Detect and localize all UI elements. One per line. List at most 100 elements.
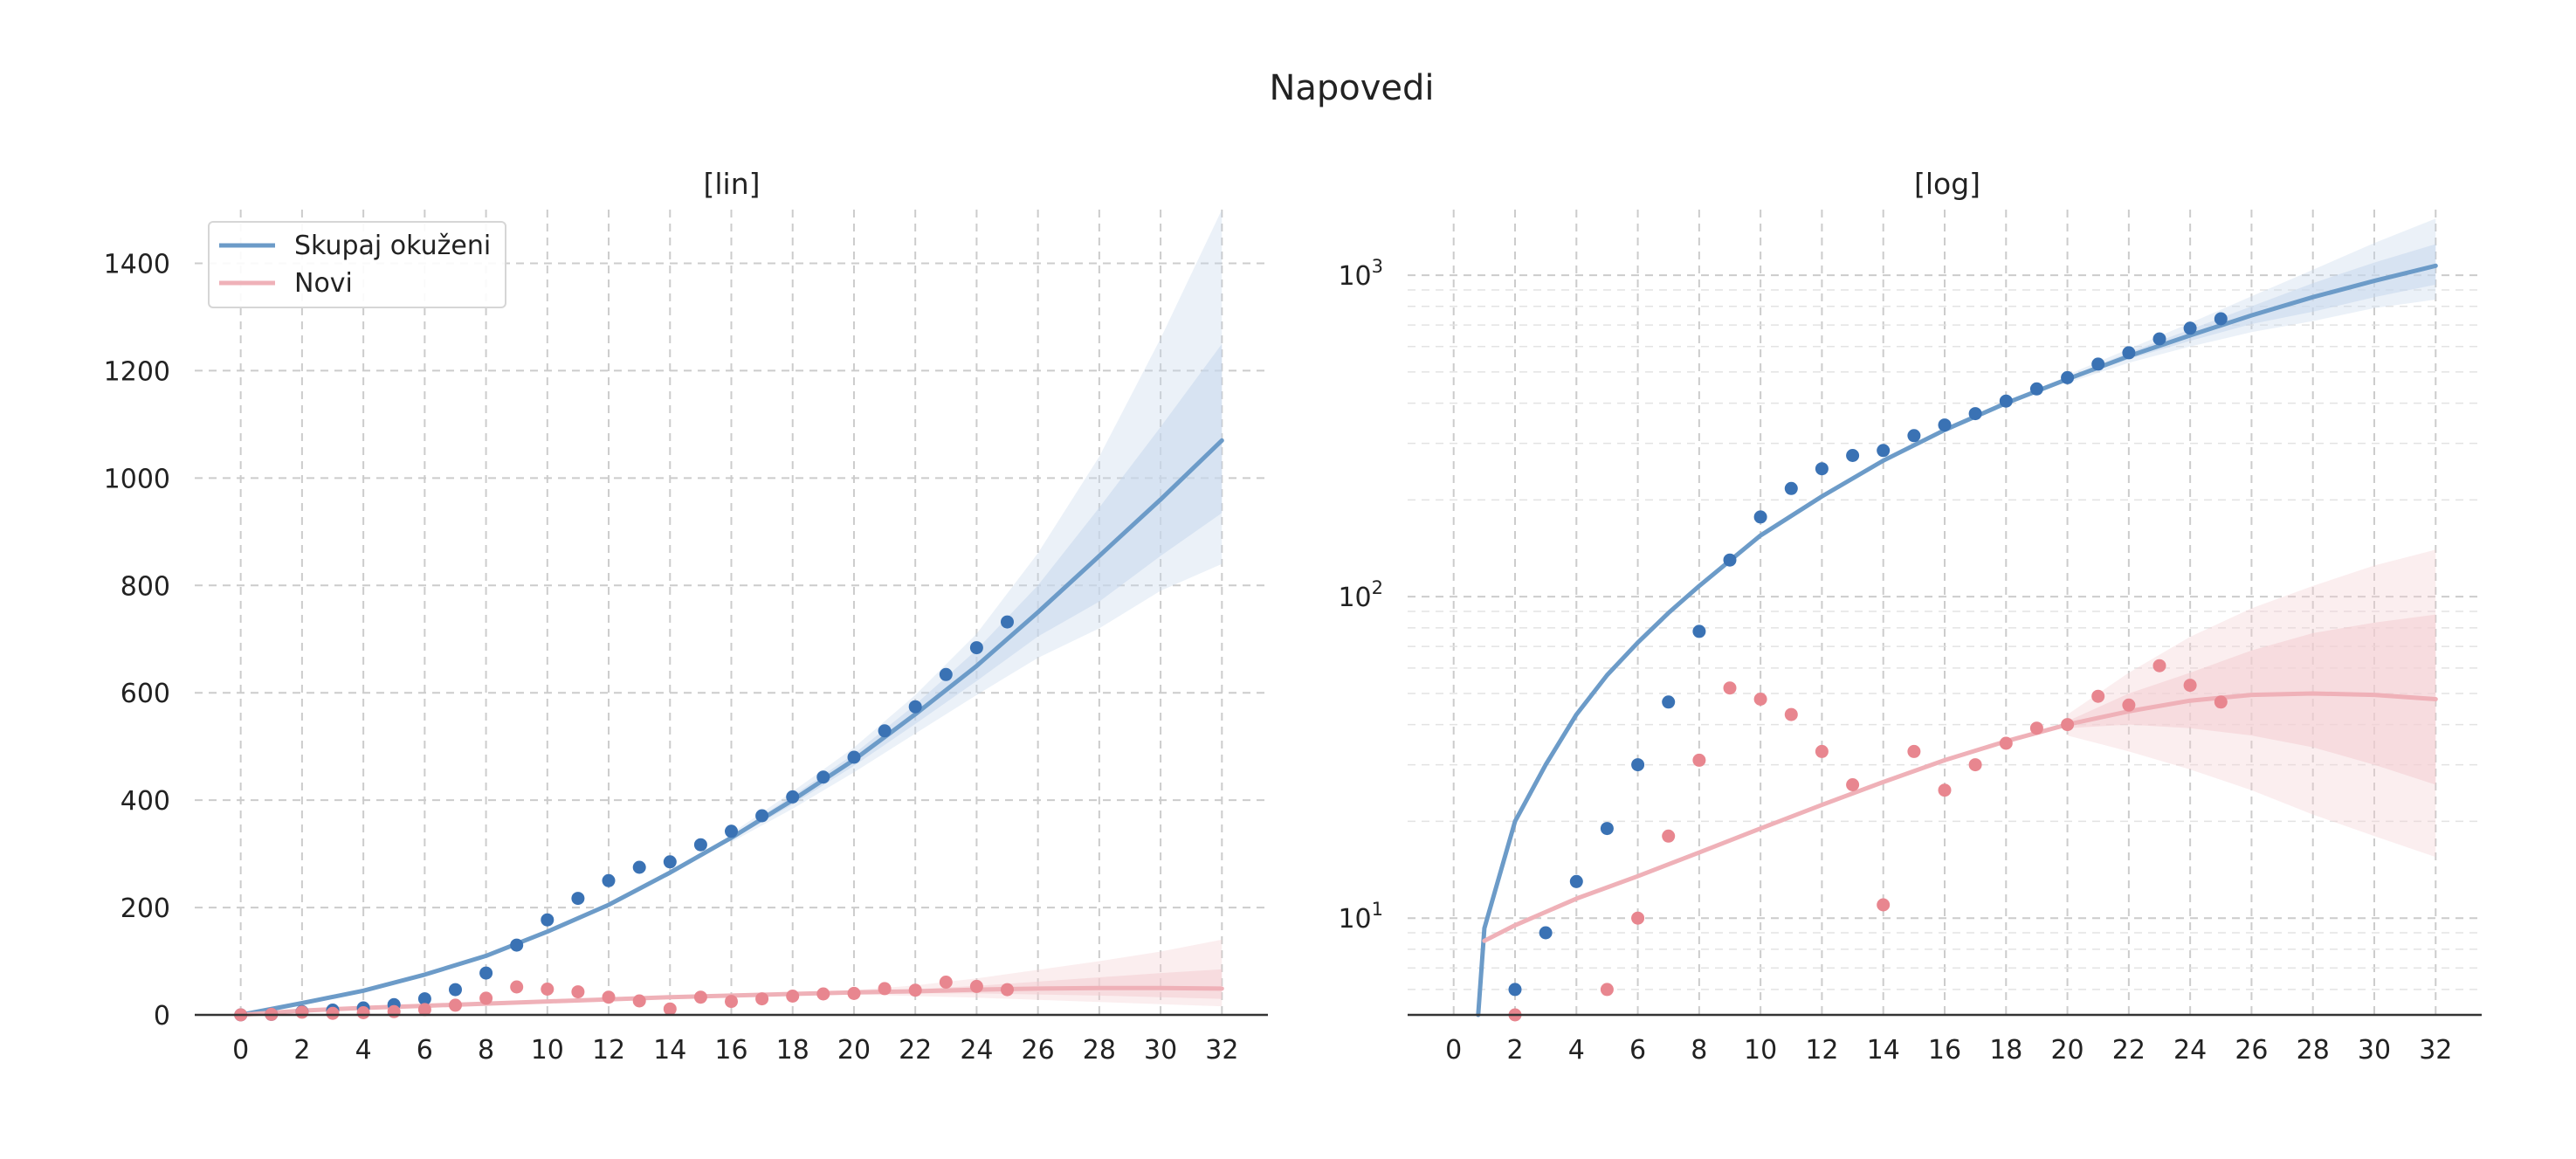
log-total-point <box>1662 695 1676 709</box>
lin-x-tick-label: 2 <box>293 1035 310 1066</box>
lin-x-tick-label: 24 <box>960 1035 993 1066</box>
linear-panel-title: [lin] <box>703 167 760 201</box>
log-total-point <box>1999 394 2013 408</box>
log-x-tick-label: 26 <box>2235 1035 2268 1066</box>
lin-total-point <box>755 809 769 823</box>
lin-y-tick-label: 600 <box>121 679 170 709</box>
legend-box <box>208 221 506 308</box>
log-new-point <box>1631 911 1645 925</box>
lin-new-point <box>510 980 524 994</box>
log-y-tick-label: 103 <box>1338 256 1383 292</box>
log-new-point <box>1723 681 1737 695</box>
lin-total-point <box>417 992 431 1006</box>
lin-new-point <box>479 991 493 1005</box>
log-x-tick-label: 16 <box>1928 1035 1961 1066</box>
legend: Skupaj okuženi Novi <box>208 221 506 308</box>
log-total-point <box>2214 312 2228 326</box>
log-new-point <box>2183 679 2197 693</box>
log-new-point <box>1846 778 1860 791</box>
log-new-point <box>2091 689 2105 703</box>
log-total-point <box>1723 553 1737 567</box>
lin-y-tick-label: 200 <box>121 893 170 924</box>
lin-new-point <box>541 983 554 996</box>
log-new-point <box>2061 718 2075 732</box>
log-new-point <box>2029 721 2043 735</box>
log-x-tick-label: 28 <box>2297 1035 2330 1066</box>
lin-x-tick-label: 26 <box>1022 1035 1055 1066</box>
lin-new-point <box>417 1003 431 1017</box>
lin-new-point <box>786 990 800 1003</box>
log-x-tick-label: 24 <box>2173 1035 2207 1066</box>
log-total-point <box>1753 510 1767 524</box>
lin-new-point <box>571 985 585 999</box>
log-new-point <box>1968 758 1982 772</box>
lin-new-point <box>663 1002 677 1016</box>
log-x-tick-label: 20 <box>2050 1035 2084 1066</box>
lin-new-point <box>878 982 892 996</box>
log-new-inner-band <box>2067 614 2436 785</box>
lin-y-tick-label: 400 <box>121 786 170 817</box>
log-new-point <box>1662 829 1676 843</box>
lin-x-tick-label: 18 <box>776 1035 809 1066</box>
log-new-point <box>2152 659 2166 673</box>
lin-new-point <box>908 983 922 997</box>
lin-new-point <box>1001 983 1014 997</box>
lin-new-point <box>295 1005 309 1019</box>
log-x-tick-label: 6 <box>1629 1035 1646 1066</box>
lin-new-point <box>387 1004 401 1018</box>
log-new-point <box>1692 753 1706 767</box>
lin-total-point <box>632 860 646 874</box>
lin-x-tick-label: 30 <box>1144 1035 1177 1066</box>
lin-x-tick-label: 20 <box>837 1035 871 1066</box>
log-total-point <box>1846 449 1860 462</box>
log-x-tick-label: 0 <box>1445 1035 1462 1066</box>
lin-total-point <box>908 700 922 714</box>
log-total-point <box>2029 382 2043 396</box>
log-new-fit-line <box>1482 691 2438 943</box>
log-total-point <box>2091 357 2105 371</box>
lin-new-point <box>602 990 616 1004</box>
log-total-point <box>2061 370 2075 384</box>
figure-title: Napovedi <box>1269 68 1434 108</box>
log-x-tick-label: 8 <box>1691 1035 1707 1066</box>
lin-total-point <box>969 641 983 655</box>
lin-new-point <box>632 994 646 1008</box>
log-panel-title: [log] <box>1914 167 1980 201</box>
log-new-point <box>1784 707 1798 721</box>
log-new-point <box>1938 783 1952 797</box>
log-new-point <box>2122 698 2136 712</box>
linear-panel: [lin] 0 2 4 6 8 10 12 14 16 18 20 22 24 26 28 30 3202004… <box>104 167 1268 1066</box>
log-x-tick-label: 4 <box>1568 1035 1585 1066</box>
lin-y-tick-label: 1000 <box>104 464 170 494</box>
log-x-tick-label: 12 <box>1805 1035 1838 1066</box>
lin-x-tick-label: 4 <box>355 1035 372 1066</box>
log-total-point <box>1569 874 1583 888</box>
log-new-point <box>1815 744 1829 758</box>
lin-total-point <box>449 983 462 997</box>
log-fit-lines <box>1476 263 2438 1018</box>
log-new-point <box>2214 695 2228 709</box>
legend-entry: Skupaj okuženi <box>294 231 491 261</box>
log-total-point <box>1539 926 1553 940</box>
lin-total-point <box>816 770 830 784</box>
log-x-tick-label: 10 <box>1744 1035 1777 1066</box>
lin-new-point <box>847 986 861 1000</box>
log-total-point <box>1631 758 1645 772</box>
linear-observed-points <box>234 615 1014 1022</box>
lin-x-tick-label: 28 <box>1083 1035 1116 1066</box>
lin-y-tick-label: 800 <box>121 571 170 602</box>
lin-total-point <box>663 855 677 869</box>
lin-new-point <box>755 992 769 1006</box>
log-y-tick-label: 102 <box>1338 577 1383 613</box>
log-total-point <box>2183 321 2197 335</box>
log-total-point <box>1815 462 1829 476</box>
log-x-tick-label: 32 <box>2419 1035 2452 1066</box>
lin-total-point <box>541 913 554 927</box>
log-observed-points <box>1508 312 2228 1022</box>
lin-x-tick-label: 10 <box>531 1035 564 1066</box>
lin-new-point <box>725 995 738 1009</box>
log-total-point <box>2122 346 2136 360</box>
log-x-tick-label: 30 <box>2358 1035 2391 1066</box>
